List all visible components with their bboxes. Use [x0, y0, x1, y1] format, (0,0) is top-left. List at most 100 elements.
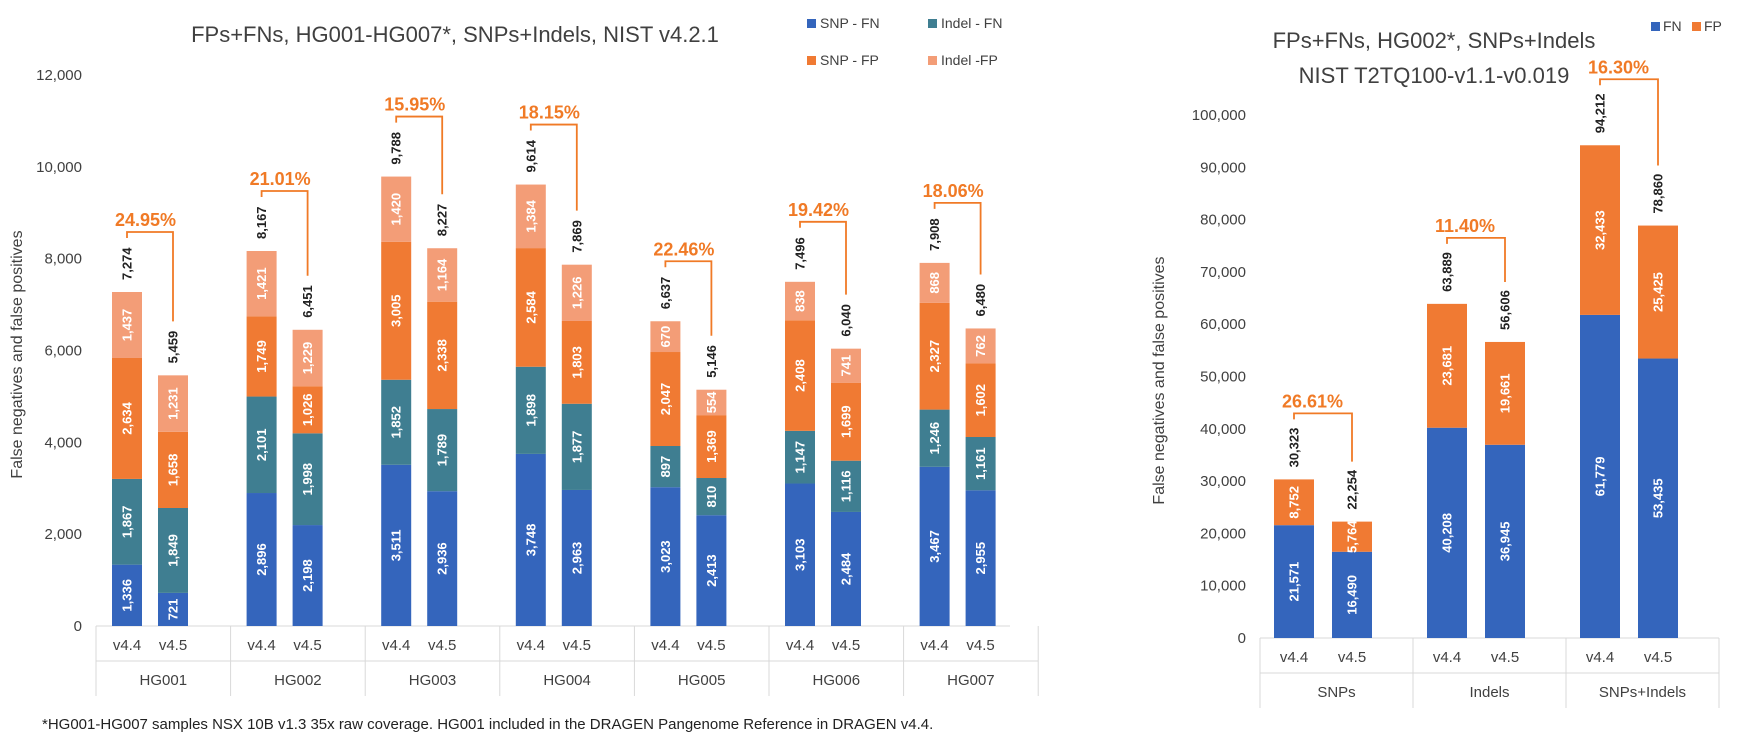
data-label: 2,047	[658, 383, 673, 416]
data-label: 53,435	[1651, 478, 1666, 518]
bar-segment	[561, 320, 592, 404]
data-label: 1,437	[120, 309, 135, 342]
bar-segment	[650, 487, 681, 626]
x-tick-label: v4.4	[1280, 649, 1308, 666]
data-label: 1,164	[435, 258, 450, 291]
data-label: 2,198	[300, 559, 315, 592]
x-tick-label: v4.5	[293, 637, 321, 654]
data-label: 1,147	[793, 441, 808, 474]
reduction-label: 21.01%	[250, 169, 311, 189]
x-tick-label: v4.4	[382, 637, 410, 654]
x-tick-label: v4.4	[786, 637, 814, 654]
x-tick-label: v4.4	[651, 637, 679, 654]
data-label: 3,511	[389, 529, 404, 561]
bar-segment	[696, 389, 727, 416]
data-label: 1,246	[927, 422, 942, 455]
total-label: 8,167	[254, 206, 269, 239]
total-label: 7,908	[927, 218, 942, 251]
data-label: 1,852	[389, 406, 404, 439]
x-tick-label: v4.5	[1338, 649, 1366, 666]
bar-segment	[246, 493, 277, 626]
bar-segment	[1485, 341, 1525, 445]
bar-segment	[1638, 358, 1678, 638]
legend-label: SNP - FN	[820, 15, 880, 31]
data-label: 1,789	[435, 434, 450, 467]
data-label: 1,226	[569, 277, 584, 310]
data-label: 16,490	[1345, 575, 1360, 615]
data-label: 1,803	[569, 346, 584, 379]
data-label: 1,998	[300, 463, 315, 496]
data-label: 670	[658, 326, 673, 348]
total-label: 22,254	[1345, 469, 1360, 510]
x-tick-label: v4.4	[247, 637, 275, 654]
legend-label: Indel -FP	[941, 52, 998, 68]
data-label: 810	[704, 486, 719, 508]
x-tick-label: v4.5	[1644, 649, 1672, 666]
bar-segment	[1580, 314, 1620, 638]
y-axis-title: False negatives and false positives	[1151, 256, 1168, 504]
bar-segment	[561, 489, 592, 626]
data-label: 868	[927, 272, 942, 294]
x-group-label: HG005	[678, 672, 726, 689]
legend-swatch	[1692, 22, 1701, 31]
bar-segment	[427, 491, 458, 626]
bar-segment	[112, 357, 142, 479]
bar-segment	[112, 292, 142, 358]
total-label: 56,606	[1498, 290, 1513, 330]
data-label: 1,749	[254, 340, 269, 373]
y-tick-label: 30,000	[1200, 473, 1246, 490]
data-label: 838	[793, 290, 808, 312]
x-tick-label: v4.5	[563, 637, 591, 654]
bar-segment	[515, 248, 546, 367]
y-tick-label: 12,000	[36, 67, 82, 84]
bar-segment	[919, 466, 950, 626]
reduction-bracket	[260, 190, 309, 276]
data-label: 2,327	[927, 340, 942, 373]
total-label: 7,869	[569, 220, 584, 253]
data-label: 721	[166, 599, 181, 621]
bar-segment	[919, 302, 950, 410]
reduction-bracket	[529, 123, 578, 211]
y-tick-label: 80,000	[1200, 212, 1246, 229]
reduction-bracket	[1599, 78, 1659, 166]
data-label: 1,229	[300, 342, 315, 375]
x-tick-label: v4.5	[832, 637, 860, 654]
bar-segment	[785, 281, 815, 321]
x-group-label: HG007	[947, 672, 995, 689]
data-label: 1,849	[166, 534, 181, 567]
bar-segment	[381, 379, 412, 465]
x-tick-label: v4.4	[1586, 649, 1614, 666]
y-tick-label: 2,000	[44, 526, 82, 543]
total-label: 9,614	[523, 139, 538, 172]
bar-segment	[1274, 479, 1314, 526]
total-label: 5,459	[166, 331, 181, 364]
reduction-bracket	[1293, 412, 1353, 462]
total-label: 9,788	[389, 132, 404, 165]
data-label: 1,421	[254, 267, 269, 300]
x-tick-label: v4.5	[1491, 649, 1519, 666]
data-label: 2,408	[793, 359, 808, 392]
data-label: 23,681	[1440, 346, 1455, 386]
reduction-label: 18.06%	[923, 181, 984, 201]
x-group-label: HG003	[409, 672, 457, 689]
y-tick-label: 0	[74, 618, 82, 635]
data-label: 1,867	[120, 506, 135, 539]
y-tick-label: 20,000	[1200, 525, 1246, 542]
data-label: 1,898	[523, 394, 538, 427]
bar-segment	[246, 250, 277, 317]
bar-segment	[381, 464, 412, 626]
bar-segment	[158, 592, 188, 626]
bar-segment	[427, 409, 458, 492]
x-tick-label: v4.5	[966, 637, 994, 654]
bar-segment	[650, 321, 681, 353]
reduction-bracket	[933, 201, 982, 275]
bar-segment	[292, 386, 323, 434]
x-tick-label: v4.5	[159, 637, 187, 654]
data-label: 19,661	[1498, 373, 1513, 413]
data-label: 3,023	[658, 540, 673, 573]
data-label: 3,103	[793, 538, 808, 571]
reduction-label: 24.95%	[115, 210, 176, 230]
x-group-label: HG004	[543, 672, 591, 689]
legend-label: FN	[1663, 18, 1682, 34]
x-group-label: SNPs+Indels	[1599, 684, 1686, 701]
